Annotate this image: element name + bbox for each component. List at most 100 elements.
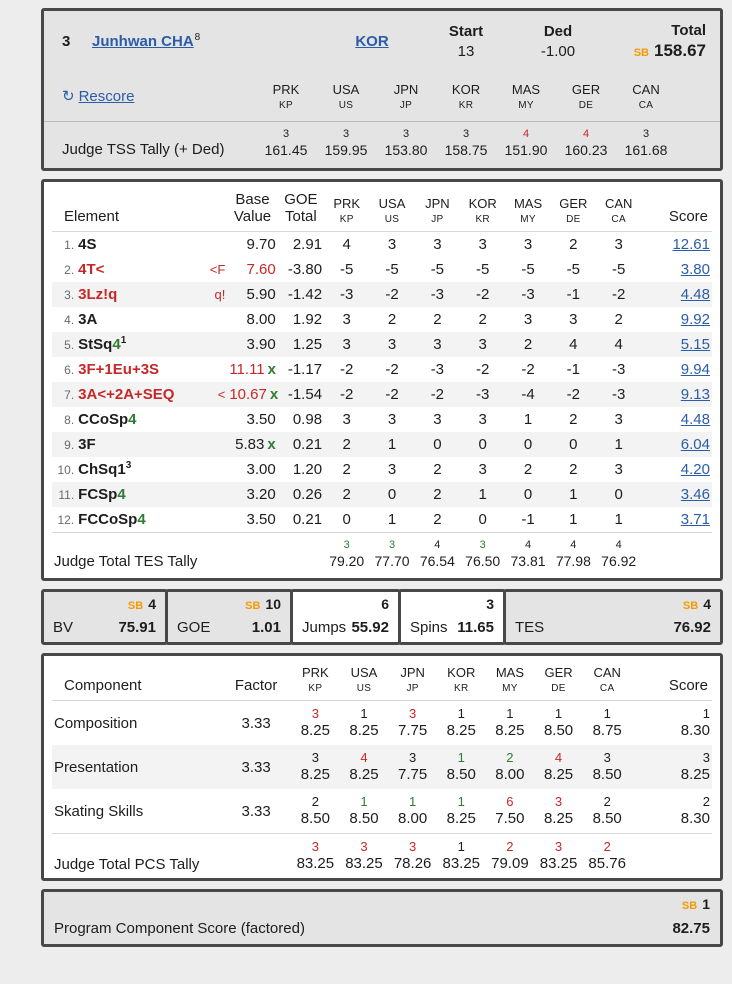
element-score-cell: 4.48 [641,282,712,307]
element-score-cell: 3.46 [641,482,712,507]
judge-goe-score: 1 [569,511,578,528]
nation-link[interactable]: KOR [355,32,389,50]
empty-cell [641,532,712,578]
judge-component-score: 8.50 [592,766,622,783]
element-score-link[interactable]: 9.94 [680,361,710,378]
pcs-tally-label: Judge Total PCS Tally [52,833,292,878]
element-score-link[interactable]: 4.48 [680,286,710,303]
judge-tally-value: 76.92 [601,553,637,569]
judge-goe-score: 3 [478,336,487,353]
judge-component-score: 8.25 [495,722,525,739]
judge-goe-score: -3 [612,386,626,403]
element-name: 3F+1Eu+3S [78,361,160,378]
judge-pcs-total-cell: 1 83.25 [436,833,486,878]
judge-code-label: DE [551,683,566,694]
skater-name-link[interactable]: Junhwan CHA [92,32,194,50]
rescore-icon: ↻ [62,88,75,105]
element-score-link[interactable]: 6.04 [680,436,710,453]
judge-column-header: KOR KR [436,656,486,701]
judge-tally-rank: 4 [570,539,577,551]
element-name-cell: ChSq13 [76,457,197,482]
components-table-head: Component Factor PRK KP USA US JPN JP KOR KR MAS MY… [52,656,712,701]
judge-goe-score: 4 [569,336,578,353]
judge-component-cell: 2 8.00 [486,745,535,789]
element-level: 4 [128,411,137,428]
judge-column-header: JPN JP [388,656,437,701]
element-score-link[interactable]: 9.13 [680,386,710,403]
judge-goe-score: 1 [387,436,397,453]
judge-tally-rank: 4 [582,128,590,140]
elements-header-goe: GOE Total [277,182,325,232]
judge-pcs-total-cell: 3 83.25 [534,833,583,878]
judge-code-label: MY [502,683,518,694]
judge-goe-score: 2 [569,411,578,428]
element-score-link[interactable]: 4.48 [680,411,710,428]
pcs-factored-label: Program Component Score (factored) [54,920,305,937]
element-base-value-cell: 9.70 [227,232,277,258]
judge-goe-score: 2 [433,311,442,328]
element-score-link[interactable]: 12.61 [672,236,710,253]
second-half-x-marker: x [269,386,279,403]
judge-tally-value: 153.80 [384,142,428,158]
judge-code-label: JP [399,99,413,111]
element-score-link[interactable]: 9.92 [680,311,710,328]
judge-goe-score: 3 [433,236,442,253]
judge-tally-rank: 3 [462,128,470,140]
element-score-link[interactable]: 4.20 [680,461,710,478]
tss-tally-row: Judge TSS Tally (+ Ded) 3 161.45 3 159.95 3 1… [44,121,720,168]
summary-value-row: Spins 11.65 [410,619,494,636]
judge-component-cell: 3 7.75 [388,701,437,746]
element-score-cell: 9.13 [641,382,712,407]
element-row: 1. 4S 9.70 2.91 4 3 3 3 3 2 3 12.61 [52,232,712,258]
element-base-value: 3.50 [246,411,276,428]
judge-goe-score: 3 [387,336,397,353]
judge-tally-rank: 2 [603,839,611,854]
judge-nation-label: PRK [272,81,300,97]
judge-column-header: USA US [316,82,376,111]
judge-component-rank: 1 [360,794,368,809]
summary-rank-badge: 3 [486,596,494,612]
judge-tally-value: 158.75 [444,142,488,158]
judge-goe-score: -3 [476,386,490,403]
rescore-link[interactable]: ↻ Rescore [62,88,134,105]
element-base-value: 9.70 [246,236,276,253]
judge-goe-score: 0 [342,511,351,528]
judge-component-cell: 1 8.25 [340,701,389,746]
judge-component-score: 8.25 [446,722,476,739]
judge-goe-score: -5 [385,261,399,278]
judge-tally-rank: 3 [388,539,396,551]
element-base-value: 5.83 [235,436,265,453]
total-value-line: SB 158.67 [604,41,706,61]
judge-column-header: CAN CA [616,82,676,111]
season-best-badge: SB [245,600,261,612]
judge-tally-rank: 3 [343,539,350,551]
element-score-link[interactable]: 5.15 [680,336,710,353]
judge-goe-score: -2 [385,286,399,303]
judge-component-cell: 1 8.50 [340,789,389,834]
judge-code-label: DE [566,214,581,225]
judge-goe-score: 0 [569,436,578,453]
element-score-link[interactable]: 3.71 [680,511,710,528]
element-score-link[interactable]: 3.46 [680,486,710,503]
judge-code-label: US [356,683,372,694]
judge-code-label: US [384,214,400,225]
judge-component-rank: 1 [554,706,563,721]
element-call-marker [197,432,227,457]
judge-goe-score: 3 [614,461,623,478]
judge-tally-value: 79.09 [491,855,529,872]
judge-goe-score: 2 [433,511,442,528]
judge-nation-label: CAN [604,196,633,211]
judge-component-score: 8.50 [543,722,574,739]
judge-column-header: GER DE [534,656,583,701]
nation-cell: KOR [324,33,420,50]
element-score-link[interactable]: 3.80 [680,261,710,278]
judge-tally-rank: 3 [642,128,650,140]
element-name: 3F [78,436,96,453]
judge-nation-label: JPN [425,196,450,211]
judge-nation-label: PRK [333,196,361,211]
judge-component-cell: 3 8.25 [291,745,340,789]
summary-label: GOE [177,619,211,636]
judge-tss-tally-cell: 3 158.75 [436,128,496,159]
judge-goe-score: 1 [569,486,578,503]
judge-header-row: ↻ Rescore PRK KP USA US JPN JP KOR KR MAS MY GER DE C… [44,71,720,121]
